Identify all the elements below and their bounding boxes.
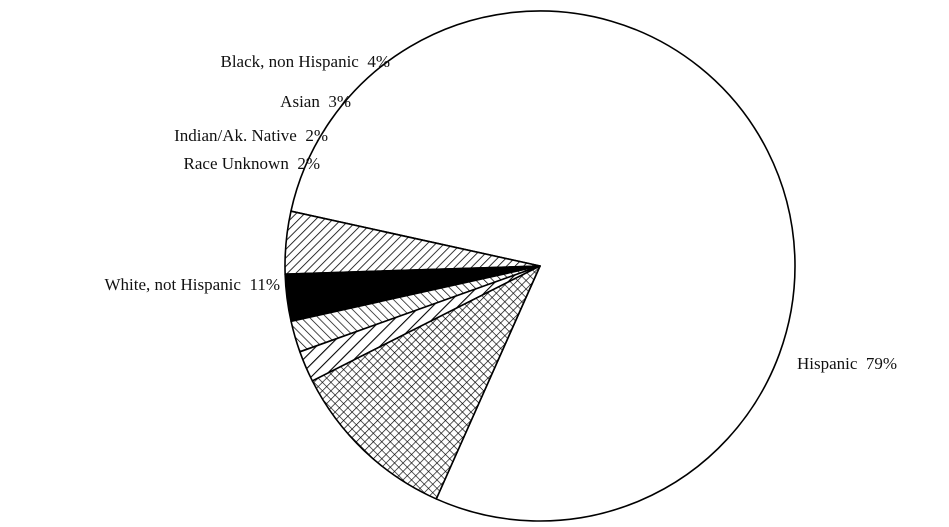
- slices-layer: [284, 10, 796, 522]
- slice-label-indian-ak-native: Indian/Ak. Native 2%: [174, 126, 328, 145]
- slice-label-asian: Asian 3%: [280, 92, 351, 111]
- labels-layer: Hispanic 79% Black, non Hispanic 4% Asian …: [105, 52, 898, 373]
- slice-label-black-non-hispanic: Black, non Hispanic 4%: [221, 52, 391, 71]
- slice-label-race-unknown: Race Unknown 2%: [184, 154, 320, 173]
- pie-slice-white-not-hispanic: [311, 265, 541, 500]
- pie-slice-hispanic: [290, 10, 796, 522]
- slice-label-hispanic: Hispanic 79%: [797, 354, 897, 373]
- slice-label-white-not-hispanic: White, not Hispanic 11%: [105, 275, 280, 294]
